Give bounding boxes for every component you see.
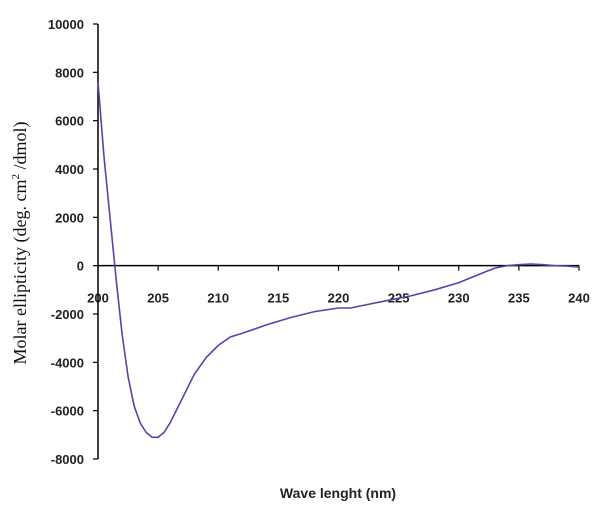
- y-tick-label: 6000: [55, 114, 84, 129]
- x-tick-label: 210: [207, 291, 229, 306]
- y-tick-label: 8000: [55, 65, 84, 80]
- y-axis-title: Molar ellipticity (deg. cm2 /dmol): [10, 122, 31, 365]
- series-line: [97, 81, 580, 439]
- y-tick-label: 10000: [48, 17, 84, 32]
- x-tick-label: 230: [448, 291, 470, 306]
- y-tick-label: -4000: [51, 355, 84, 370]
- y-axis-title-superscript: 2: [10, 174, 22, 180]
- x-tick-label: 220: [328, 291, 350, 306]
- x-tick-label: 235: [508, 291, 530, 306]
- x-axis-title: Wave lenght (nm): [280, 485, 396, 501]
- y-axis-title-unit: /dmol): [10, 122, 31, 175]
- y-axis-ticks: 10000 8000 6000 4000 2000 0 -2000 -4000 -6000 -80…: [48, 17, 98, 467]
- y-tick-label: -8000: [51, 452, 84, 467]
- y-tick-label: 4000: [55, 162, 84, 177]
- x-tick-label: 205: [147, 291, 169, 306]
- y-tick-label: -2000: [51, 307, 84, 322]
- y-tick-label: -6000: [51, 404, 84, 419]
- x-axis-ticks: 200 205 210 215 220 225 230 235 240: [87, 265, 590, 306]
- y-tick-label: 2000: [55, 210, 84, 225]
- y-tick-label: 0: [77, 259, 84, 274]
- y-axis-title-main: Molar ellipticity (deg. cm: [10, 180, 31, 365]
- x-tick-label: 240: [568, 291, 590, 306]
- x-tick-label: 215: [268, 291, 290, 306]
